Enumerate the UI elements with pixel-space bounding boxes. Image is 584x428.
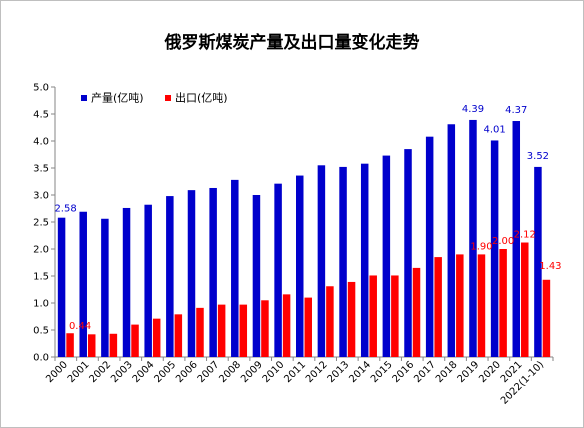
export-bar bbox=[196, 307, 204, 357]
production-bar bbox=[166, 196, 174, 357]
chart-title: 俄罗斯煤炭产量及出口量变化走势 bbox=[164, 33, 420, 53]
y-tick-label: 0.0 bbox=[33, 353, 49, 364]
y-tick-label: 3.5 bbox=[33, 164, 49, 175]
x-tick-label: 2009 bbox=[239, 359, 265, 385]
export-bar bbox=[542, 279, 551, 357]
x-tick-label: 2011 bbox=[282, 359, 308, 385]
export-bar bbox=[87, 334, 96, 357]
x-tick-label: 2016 bbox=[391, 359, 417, 385]
legend-swatch-production bbox=[81, 95, 87, 101]
production-bar bbox=[447, 124, 456, 357]
export-bar bbox=[174, 314, 183, 357]
export-bar bbox=[391, 275, 399, 357]
y-tick-label: 4.0 bbox=[33, 137, 49, 148]
production-bar bbox=[317, 165, 326, 357]
x-tick-label: 2013 bbox=[326, 359, 352, 385]
export-bar bbox=[456, 254, 464, 357]
y-tick-label: 4.5 bbox=[33, 110, 49, 121]
production-bar bbox=[122, 207, 131, 357]
production-bar bbox=[79, 211, 87, 357]
export-data-label: 0.44 bbox=[69, 321, 91, 332]
export-bar bbox=[347, 281, 356, 357]
x-tick-label: 2015 bbox=[369, 359, 395, 385]
production-bar bbox=[231, 179, 239, 357]
y-tick-label: 5.0 bbox=[33, 83, 49, 94]
y-tick-label: 2.0 bbox=[33, 245, 49, 256]
export-bar bbox=[477, 254, 486, 357]
x-tick-label: 2010 bbox=[261, 359, 287, 385]
production-bar bbox=[425, 136, 434, 357]
production-bar bbox=[209, 187, 217, 357]
export-data-label: 2.12 bbox=[514, 230, 536, 241]
x-tick-label: 2001 bbox=[66, 359, 92, 385]
export-bar bbox=[412, 267, 421, 357]
x-tick-label: 2006 bbox=[174, 359, 200, 385]
export-bar bbox=[261, 300, 269, 357]
export-bar bbox=[217, 304, 226, 357]
production-data-label: 4.39 bbox=[462, 104, 484, 115]
x-tick-label: 2007 bbox=[196, 359, 222, 385]
export-bar bbox=[66, 333, 74, 357]
x-tick-label: 2019 bbox=[456, 359, 482, 385]
export-data-label: 1.43 bbox=[539, 261, 561, 272]
production-data-label: 3.52 bbox=[527, 151, 549, 162]
y-tick-label: 3.0 bbox=[33, 191, 49, 202]
y-tick-label: 0.5 bbox=[33, 326, 49, 337]
legend-label-export: 出口(亿吨) bbox=[175, 91, 228, 105]
production-bar bbox=[360, 163, 369, 357]
production-bar bbox=[469, 119, 477, 357]
export-bar bbox=[499, 249, 507, 357]
bars bbox=[57, 119, 551, 358]
export-bar bbox=[109, 333, 118, 357]
x-tick-label: 2002 bbox=[87, 359, 113, 385]
production-bar bbox=[144, 204, 152, 357]
production-bar bbox=[382, 155, 391, 357]
x-tick-label: 2005 bbox=[152, 359, 178, 385]
production-bar bbox=[339, 166, 347, 357]
y-tick-label: 1.5 bbox=[33, 272, 49, 283]
production-bar bbox=[490, 140, 499, 357]
export-bar bbox=[152, 318, 161, 357]
x-tick-label: 2008 bbox=[217, 359, 243, 385]
y-tick-label: 1.0 bbox=[33, 299, 49, 310]
export-bar bbox=[521, 242, 529, 357]
x-tick-label: 2012 bbox=[304, 359, 330, 385]
export-bar bbox=[434, 257, 442, 357]
legend-label-production: 产量(亿吨) bbox=[91, 91, 144, 105]
production-data-label: 4.01 bbox=[483, 124, 505, 135]
export-data-label: 1.90 bbox=[470, 241, 492, 252]
production-bar bbox=[274, 183, 282, 357]
production-bar bbox=[296, 175, 304, 357]
export-bar bbox=[239, 304, 248, 357]
production-data-label: 2.58 bbox=[54, 204, 76, 215]
export-data-label: 2.00 bbox=[492, 236, 514, 247]
data-labels: 2.58 0.44 4.39 1.90 4.01 2.00 4.37 2.12 3.52 1.43 bbox=[54, 104, 561, 332]
export-bar bbox=[304, 297, 312, 357]
export-bar bbox=[282, 294, 291, 357]
production-bar bbox=[252, 195, 261, 357]
legend-swatch-export bbox=[165, 95, 171, 101]
production-data-label: 4.37 bbox=[505, 105, 527, 116]
production-bar bbox=[534, 166, 542, 357]
x-tick-label: 2017 bbox=[412, 359, 438, 385]
production-bar bbox=[187, 190, 196, 357]
x-tick-label: 2014 bbox=[347, 359, 373, 385]
x-tick-label: 2003 bbox=[109, 359, 135, 385]
production-bar bbox=[512, 121, 521, 358]
export-bar bbox=[131, 324, 139, 357]
production-bar bbox=[57, 217, 66, 357]
legend: 产量(亿吨) 出口(亿吨) bbox=[81, 91, 228, 105]
production-bar bbox=[101, 218, 109, 357]
export-bar bbox=[369, 275, 377, 357]
production-bar bbox=[404, 149, 412, 357]
x-tick-label: 2004 bbox=[131, 359, 157, 385]
y-tick-label: 2.5 bbox=[33, 218, 49, 229]
export-bar bbox=[326, 286, 334, 357]
x-tick-label: 2020 bbox=[477, 359, 503, 385]
x-tick-label: 2018 bbox=[434, 359, 460, 385]
